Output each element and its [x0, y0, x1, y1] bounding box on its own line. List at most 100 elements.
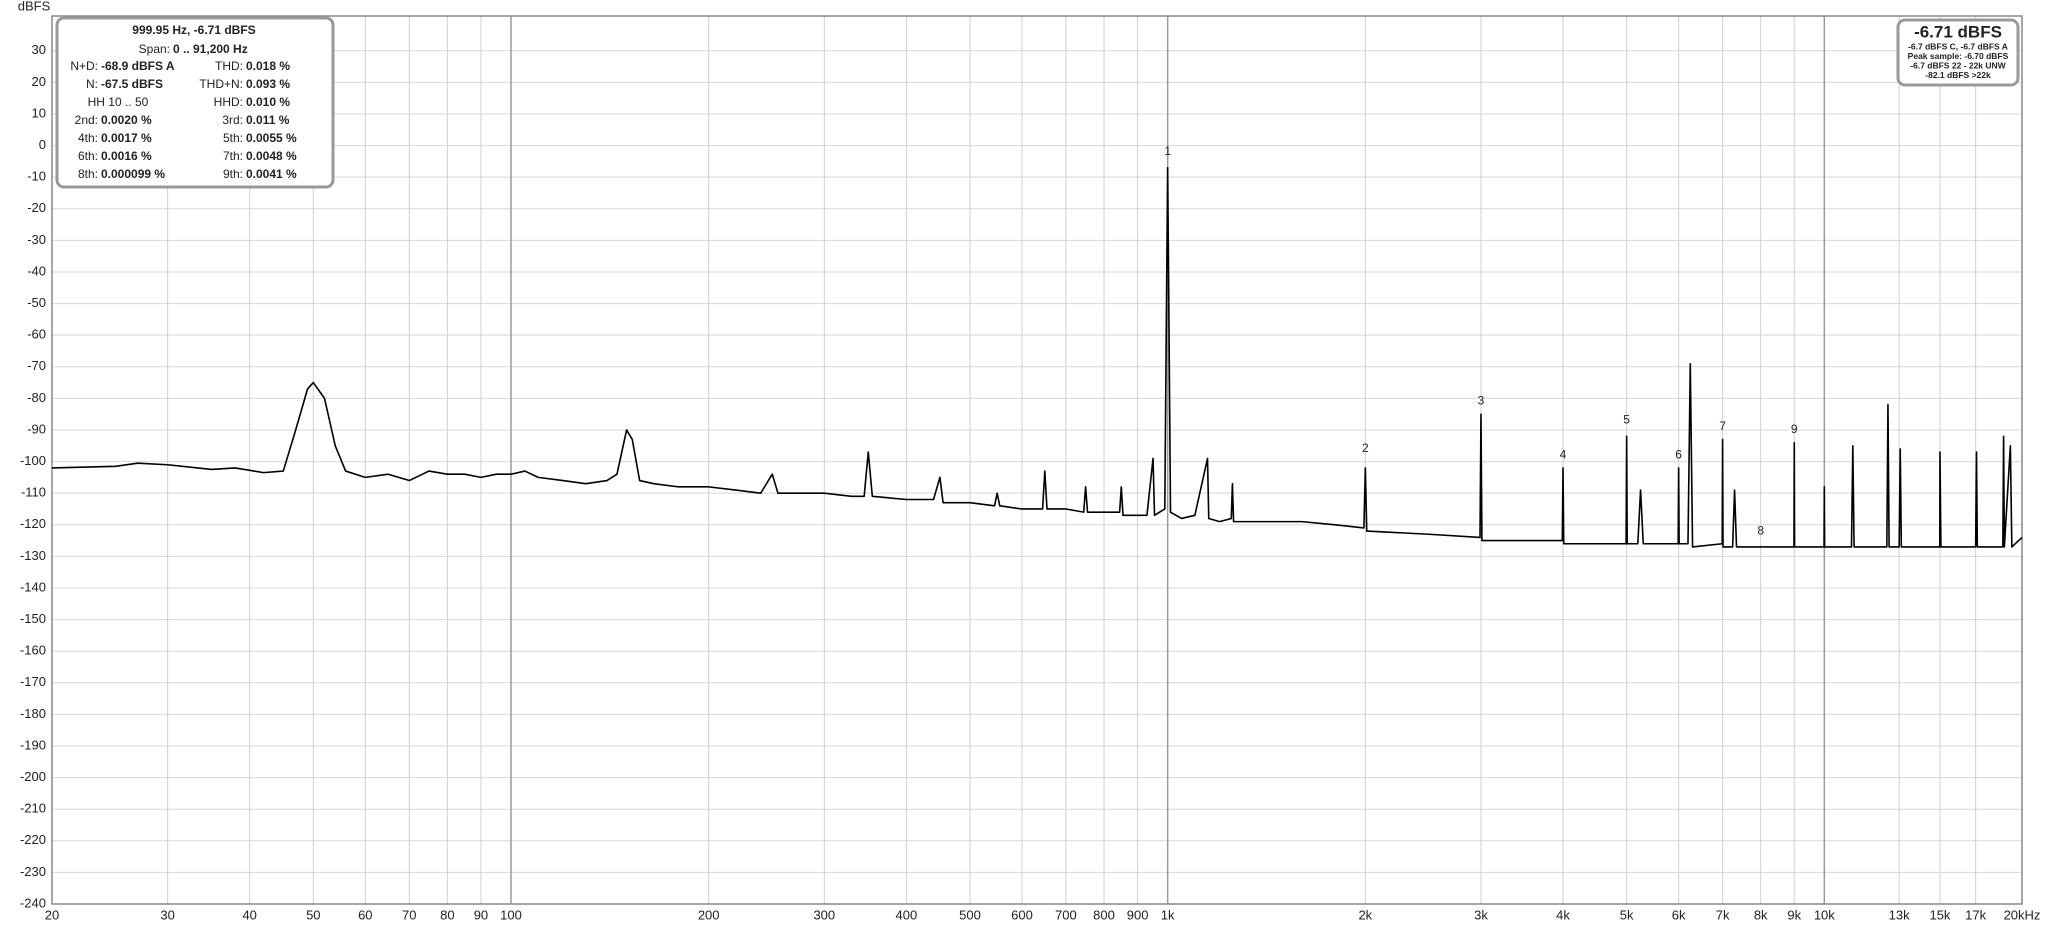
- plot-frame: [51, 15, 2023, 905]
- info-label: THD:: [215, 59, 243, 73]
- info-value: 0.010 %: [246, 95, 290, 109]
- level-line: -82.1 dBFS >22k: [1925, 70, 1991, 80]
- span-value: 0 .. 91,200 Hz: [173, 42, 248, 56]
- y-tick-label: -70: [27, 358, 46, 373]
- info-label: 6th:: [78, 149, 98, 163]
- x-tick-label: 3k: [1474, 907, 1488, 922]
- x-tick-label: 70: [402, 907, 416, 922]
- y-tick-label: -200: [20, 769, 46, 784]
- x-tick-label: 300: [813, 907, 835, 922]
- y-axis-label: dBFS: [18, 0, 51, 13]
- info-value: 0.0017 %: [101, 131, 152, 145]
- info-label: 5th:: [223, 131, 243, 145]
- info-label: 9th:: [223, 167, 243, 181]
- x-tick-label: 1k: [1161, 907, 1175, 922]
- info-label: 8th:: [78, 167, 98, 181]
- x-tick-label: 20kHz: [2004, 907, 2041, 922]
- info-value: 0.000099 %: [101, 167, 165, 181]
- x-tick-label: 100: [500, 907, 522, 922]
- harmonic-label: 3: [1478, 394, 1485, 408]
- y-tick-label: -220: [20, 832, 46, 847]
- harmonic-label: 1: [1164, 144, 1171, 158]
- harmonic-label: 5: [1623, 413, 1630, 427]
- y-tick-label: -240: [20, 895, 46, 910]
- info-title: 999.95 Hz, -6.71 dBFS: [132, 23, 255, 37]
- info-value: 0.0041 %: [246, 167, 297, 181]
- x-tick-label: 400: [895, 907, 917, 922]
- info-label: HH 10 .. 50: [88, 95, 149, 109]
- x-tick-label: 50: [306, 907, 320, 922]
- x-tick-label: 6k: [1672, 907, 1686, 922]
- y-tick-label: 0: [39, 137, 46, 152]
- y-tick-label: -170: [20, 674, 46, 689]
- y-tick-label: -40: [27, 263, 46, 278]
- y-tick-label: -90: [27, 421, 46, 436]
- x-tick-label: 2k: [1358, 907, 1372, 922]
- x-tick-label: 800: [1093, 907, 1115, 922]
- info-label: N+D:: [70, 59, 98, 73]
- info-label: N:: [86, 77, 98, 91]
- y-tick-label: -140: [20, 579, 46, 594]
- y-tick-label: -120: [20, 516, 46, 531]
- x-tick-label: 700: [1055, 907, 1077, 922]
- span-label: Span:: [139, 42, 170, 56]
- info-label: 7th:: [223, 149, 243, 163]
- level-box: [1896, 18, 2020, 87]
- x-tick-label: 15k: [1929, 907, 1950, 922]
- info-value: 0.0016 %: [101, 149, 152, 163]
- x-tick-label: 90: [474, 907, 488, 922]
- y-tick-label: -230: [20, 864, 46, 879]
- y-tick-label: -60: [27, 327, 46, 342]
- info-value: -67.5 dBFS: [101, 77, 163, 91]
- x-tick-label: 20: [45, 907, 59, 922]
- x-tick-label: 60: [358, 907, 372, 922]
- x-tick-label: 600: [1011, 907, 1033, 922]
- spectrum-line: [51, 166, 2023, 548]
- x-tick-label: 80: [440, 907, 454, 922]
- y-tick-label: -160: [20, 643, 46, 658]
- x-tick-label: 13k: [1889, 907, 1910, 922]
- y-tick-label: -10: [27, 169, 46, 184]
- x-tick-label: 40: [242, 907, 256, 922]
- y-tick-label: -30: [27, 232, 46, 247]
- y-tick-label: 30: [32, 42, 46, 57]
- x-tick-label: 10k: [1814, 907, 1835, 922]
- info-value: 0.093 %: [246, 77, 290, 91]
- y-tick-label: -130: [20, 548, 46, 563]
- y-tick-label: -210: [20, 801, 46, 816]
- harmonic-label: 2: [1362, 441, 1369, 455]
- x-tick-label: 30: [160, 907, 174, 922]
- info-label: 3rd:: [222, 113, 243, 127]
- harmonic-label: 4: [1560, 447, 1567, 461]
- harmonic-label: 7: [1719, 419, 1726, 433]
- x-tick-label: 4k: [1556, 907, 1570, 922]
- y-tick-label: -150: [20, 611, 46, 626]
- info-value: 0.018 %: [246, 59, 290, 73]
- x-tick-label: 500: [959, 907, 981, 922]
- x-tick-label: 200: [698, 907, 720, 922]
- harmonic-label: 9: [1791, 422, 1798, 436]
- level-line: -6.7 dBFS 22 - 22k UNW: [1910, 60, 2006, 70]
- level-line: Peak sample: -6.70 dBFS: [1908, 51, 2009, 61]
- x-tick-label: 900: [1127, 907, 1149, 922]
- info-box: [55, 16, 335, 189]
- x-tick-label: 8k: [1754, 907, 1768, 922]
- level-line: -6.7 dBFS C, -6.7 dBFS A: [1908, 41, 2008, 51]
- y-tick-label: -80: [27, 390, 46, 405]
- info-label: THD+N:: [199, 77, 243, 91]
- y-tick-label: -180: [20, 706, 46, 721]
- y-tick-label: -50: [27, 295, 46, 310]
- y-tick-label: -190: [20, 737, 46, 752]
- y-tick-label: -100: [20, 453, 46, 468]
- info-value: 0.0055 %: [246, 131, 297, 145]
- x-tick-label: 5k: [1620, 907, 1634, 922]
- harmonic-label: 8: [1757, 523, 1764, 537]
- y-tick-label: 10: [32, 105, 46, 120]
- level-title: -6.71 dBFS: [1914, 22, 2002, 41]
- info-value: -68.9 dBFS A: [101, 59, 175, 73]
- x-tick-label: 7k: [1716, 907, 1730, 922]
- info-label: 2nd:: [75, 113, 98, 127]
